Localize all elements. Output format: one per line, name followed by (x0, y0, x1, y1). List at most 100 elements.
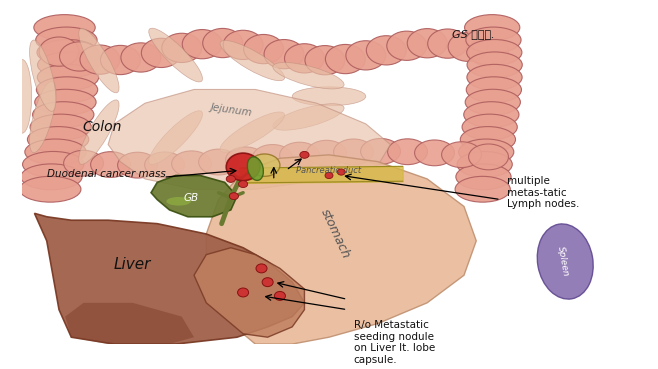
Ellipse shape (220, 112, 284, 152)
Ellipse shape (223, 30, 263, 59)
Ellipse shape (334, 139, 374, 165)
Ellipse shape (361, 138, 401, 164)
Ellipse shape (346, 41, 386, 70)
Ellipse shape (21, 164, 82, 190)
Ellipse shape (172, 151, 211, 177)
Ellipse shape (300, 151, 309, 158)
Ellipse shape (247, 157, 263, 180)
Polygon shape (34, 213, 305, 344)
Ellipse shape (455, 176, 511, 202)
Ellipse shape (249, 154, 280, 176)
Ellipse shape (442, 142, 482, 168)
Ellipse shape (468, 144, 509, 170)
Ellipse shape (30, 40, 56, 111)
Ellipse shape (34, 15, 95, 41)
Text: GS 신동규.: GS 신동규. (451, 30, 494, 39)
Ellipse shape (280, 142, 320, 168)
Ellipse shape (367, 36, 406, 65)
Ellipse shape (22, 151, 84, 177)
Ellipse shape (407, 29, 447, 58)
Ellipse shape (456, 164, 511, 190)
Ellipse shape (467, 52, 522, 78)
Text: Liver: Liver (114, 258, 151, 272)
Ellipse shape (459, 139, 514, 165)
Ellipse shape (256, 264, 267, 273)
Text: Colon: Colon (82, 120, 122, 134)
Ellipse shape (166, 197, 191, 206)
Ellipse shape (220, 41, 284, 81)
Ellipse shape (149, 111, 203, 165)
Text: Pancreatic duct: Pancreatic duct (297, 166, 361, 175)
Ellipse shape (203, 28, 243, 58)
Ellipse shape (30, 114, 91, 140)
Ellipse shape (38, 64, 99, 90)
Polygon shape (151, 176, 237, 217)
Ellipse shape (448, 32, 488, 61)
Ellipse shape (238, 181, 247, 187)
Ellipse shape (243, 34, 284, 64)
Ellipse shape (145, 152, 184, 178)
Ellipse shape (465, 89, 520, 115)
Ellipse shape (36, 77, 97, 103)
Text: R/o Metastatic
seeding nodule
on Liver lt. lobe
capsule.: R/o Metastatic seeding nodule on Liver l… (353, 320, 435, 365)
Ellipse shape (141, 38, 181, 68)
Ellipse shape (35, 89, 96, 115)
Ellipse shape (292, 87, 366, 106)
Ellipse shape (226, 176, 236, 182)
Ellipse shape (264, 39, 304, 69)
Ellipse shape (457, 151, 513, 177)
Ellipse shape (39, 37, 79, 66)
Text: stomach: stomach (318, 207, 352, 261)
Ellipse shape (38, 52, 99, 78)
Ellipse shape (462, 114, 517, 140)
Ellipse shape (80, 45, 120, 74)
Ellipse shape (37, 39, 98, 65)
Ellipse shape (273, 62, 344, 89)
Ellipse shape (25, 139, 86, 165)
Text: multiple
metas-tatic
Lymph nodes.: multiple metas-tatic Lymph nodes. (507, 176, 579, 209)
Ellipse shape (537, 224, 594, 299)
Ellipse shape (466, 27, 521, 53)
Ellipse shape (30, 81, 56, 153)
Ellipse shape (149, 28, 203, 82)
Text: Duodenal cancer mass: Duodenal cancer mass (47, 169, 166, 179)
Ellipse shape (467, 39, 522, 65)
Ellipse shape (461, 127, 515, 152)
Ellipse shape (64, 150, 103, 176)
Ellipse shape (262, 278, 273, 287)
Ellipse shape (387, 31, 426, 61)
Ellipse shape (20, 176, 81, 202)
Ellipse shape (464, 102, 519, 128)
Ellipse shape (273, 104, 344, 130)
Ellipse shape (226, 147, 265, 173)
Ellipse shape (79, 28, 119, 93)
Ellipse shape (91, 152, 130, 177)
Ellipse shape (199, 149, 238, 175)
Polygon shape (108, 89, 390, 189)
Ellipse shape (326, 44, 365, 74)
Ellipse shape (325, 172, 333, 179)
Ellipse shape (465, 15, 520, 41)
Ellipse shape (118, 152, 157, 178)
Ellipse shape (162, 33, 202, 62)
Ellipse shape (274, 292, 286, 300)
Ellipse shape (305, 45, 345, 75)
Ellipse shape (36, 27, 97, 53)
Ellipse shape (182, 30, 222, 59)
Text: Spleen: Spleen (556, 246, 570, 277)
Ellipse shape (28, 127, 89, 152)
Text: Jejunum: Jejunum (209, 102, 253, 118)
Ellipse shape (307, 140, 347, 166)
Ellipse shape (415, 140, 455, 166)
Ellipse shape (428, 29, 468, 58)
Ellipse shape (226, 153, 260, 181)
Ellipse shape (101, 45, 140, 75)
Polygon shape (207, 155, 476, 344)
Ellipse shape (59, 42, 99, 71)
Ellipse shape (33, 102, 94, 128)
Ellipse shape (121, 43, 161, 72)
Polygon shape (65, 303, 194, 344)
Ellipse shape (79, 100, 119, 164)
Ellipse shape (388, 139, 428, 165)
Ellipse shape (253, 145, 293, 170)
